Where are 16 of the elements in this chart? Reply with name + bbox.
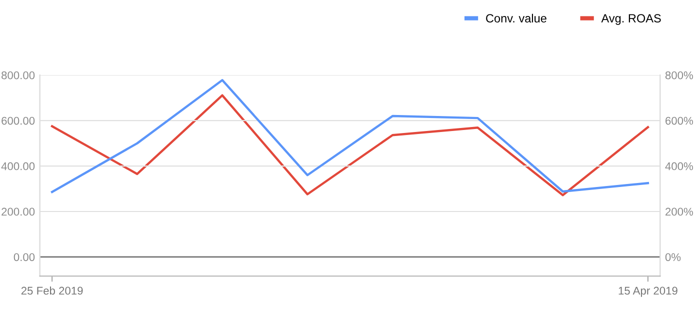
y2-tick-label: 800% <box>665 71 693 80</box>
y2-tick-label: 0% <box>665 253 681 262</box>
x-tick-label: 25 Feb 2019 <box>21 286 83 295</box>
y2-tick-label: 600% <box>666 116 693 125</box>
x-tick-label: 15 Apr 2019 <box>618 286 678 297</box>
y-tick-label: 0.00 <box>14 253 35 262</box>
legend-label: Conv. value <box>486 14 546 23</box>
line-series <box>50 79 650 194</box>
y-tick-label: 600.00 <box>2 116 35 125</box>
legend-label: Avg. ROAS <box>601 14 661 25</box>
y-tick-label: 800.00 <box>2 71 35 80</box>
y2-tick-label: 400% <box>665 162 693 170</box>
y-tick-label: 400.00 <box>1 162 35 170</box>
line-series <box>50 94 650 196</box>
y2-tick-label: 200% <box>666 208 693 216</box>
y-tick-label: 200.00 <box>2 208 35 216</box>
